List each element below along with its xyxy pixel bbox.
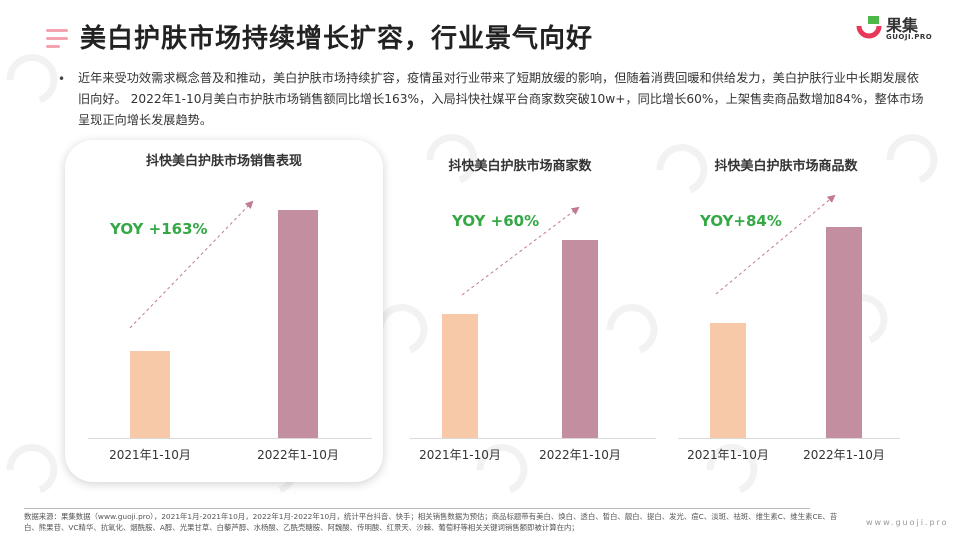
products-chart-title: 抖快美白护肤市场商品数 [714, 159, 858, 174]
products-trend-arrow [715, 194, 836, 295]
summary-bullet: • [58, 72, 66, 86]
merchants-yoy-label: YOY +60% [452, 212, 540, 230]
sales-tick-label: 2021年1-10月 [109, 448, 191, 462]
footer-divider [24, 508, 810, 509]
footer-site: www.guoji.pro [866, 518, 949, 527]
products-bar-2022 [826, 227, 862, 438]
sales-x-axis [88, 438, 372, 439]
logo-text: 果集 [886, 16, 919, 35]
sales-chart-title: 抖快美白护肤市场销售表现 [145, 154, 302, 169]
merchants-tick-label: 2021年1-10月 [419, 448, 501, 462]
footer-source-note: 数据来源：果集数据（www.guoji.pro），2021年1月-2021年10… [24, 512, 838, 532]
logo-subtext: GUOJI.PRO [886, 33, 933, 41]
sales-bar-2021 [130, 351, 170, 438]
menu-icon [46, 29, 68, 53]
page-title: 美白护肤市场持续增长扩容，行业景气向好 [80, 24, 594, 54]
merchants-chart-title: 抖快美白护肤市场商家数 [448, 159, 592, 174]
sales-chart-card [65, 140, 383, 482]
merchants-bar-2021 [442, 314, 478, 438]
sales-yoy-label: YOY +163% [110, 220, 208, 238]
products-x-axis [678, 438, 900, 439]
products-bar-2021 [710, 323, 746, 438]
brand-logo: 果集 GUOJI.PRO [856, 12, 946, 48]
merchants-x-axis [410, 438, 656, 439]
products-tick-label: 2021年1-10月 [687, 448, 769, 462]
sales-tick-label: 2022年1-10月 [257, 448, 339, 462]
sales-bar-2022 [278, 210, 318, 438]
products-yoy-label: YOY+84% [700, 212, 782, 230]
products-tick-label: 2022年1-10月 [803, 448, 885, 462]
logo-mark-icon [856, 16, 882, 39]
merchants-bar-2022 [562, 240, 598, 438]
merchants-tick-label: 2022年1-10月 [539, 448, 621, 462]
summary-text: 近年来受功效需求概念普及和推动，美白护肤市场持续扩容，疫情虽对行业带来了短期放缓… [78, 71, 924, 127]
